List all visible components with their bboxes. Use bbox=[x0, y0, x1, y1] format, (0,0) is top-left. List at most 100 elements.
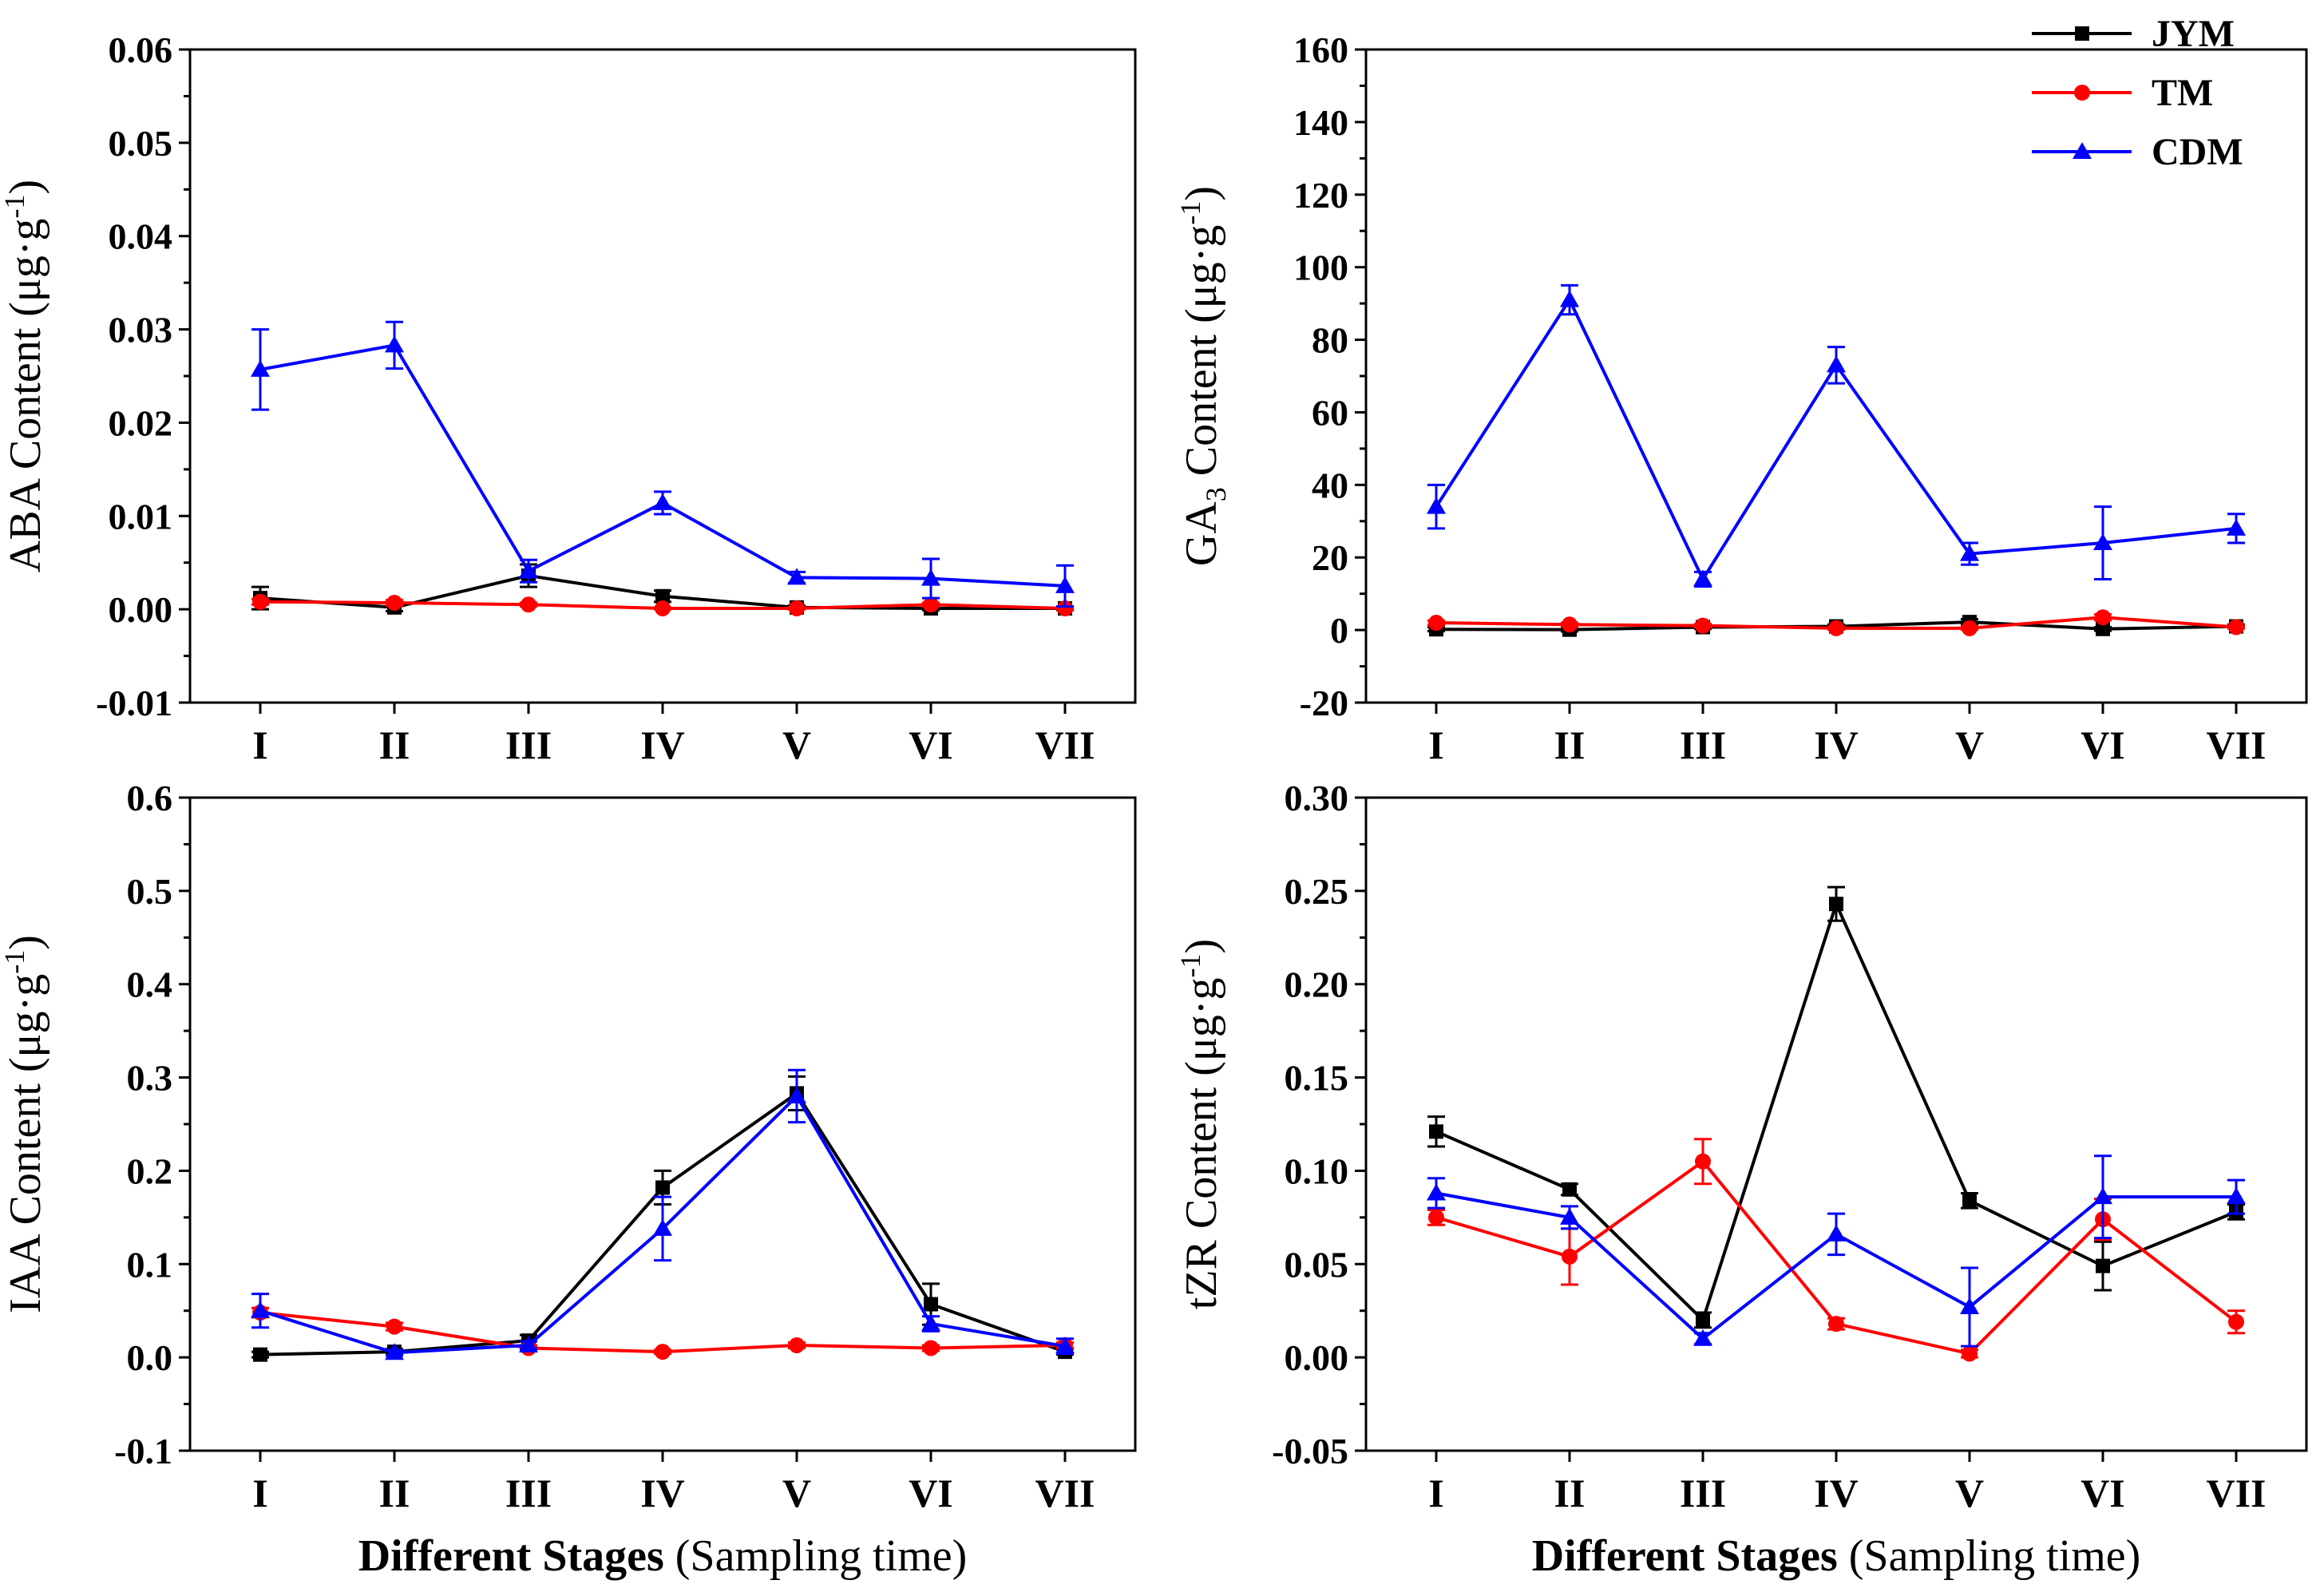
data-point-cdm bbox=[1827, 355, 1846, 373]
data-point-tm bbox=[1962, 1345, 1978, 1362]
x-tick-label: VI bbox=[2081, 1471, 2125, 1515]
data-point-jym bbox=[1962, 1193, 1977, 1208]
data-point-cdm bbox=[1560, 1207, 1579, 1225]
series-cdm bbox=[251, 320, 1075, 608]
y-axis-label: GA3 Content (μg·g-1) bbox=[1174, 186, 1232, 566]
data-point-tm bbox=[1828, 1316, 1844, 1333]
x-tick-label: I bbox=[252, 723, 267, 767]
data-point-tm bbox=[2228, 619, 2244, 636]
data-point-tm bbox=[1562, 616, 1578, 633]
y-tick-label: 60 bbox=[1312, 392, 1348, 433]
legend-marker-triangle bbox=[2073, 142, 2092, 159]
data-point-cdm bbox=[1427, 1183, 1446, 1201]
data-point-jym bbox=[2096, 621, 2110, 636]
x-tick-label: I bbox=[252, 1471, 267, 1515]
y-tick-label: 20 bbox=[1312, 537, 1348, 578]
series-line-jym bbox=[1435, 902, 2237, 1322]
y-tick-label: 160 bbox=[1293, 30, 1348, 70]
data-point-tm bbox=[252, 593, 268, 610]
data-point-jym bbox=[1829, 897, 1843, 912]
chart-tzr: -0.050.000.050.100.150.200.250.30I II III I… bbox=[1174, 778, 2308, 1581]
series-cdm bbox=[251, 1068, 1075, 1360]
data-point-tm bbox=[1828, 620, 1844, 636]
y-tick-label: 0.04 bbox=[109, 216, 173, 257]
data-point-cdm bbox=[1427, 497, 1446, 514]
x-tick-label: VII bbox=[1035, 723, 1095, 767]
x-tick-label: III bbox=[505, 1471, 552, 1515]
data-point-cdm bbox=[653, 493, 672, 510]
data-point-jym bbox=[655, 1180, 670, 1195]
legend-item-jym: JYM bbox=[2032, 13, 2235, 55]
legend-label-jym: JYM bbox=[2152, 13, 2235, 55]
data-point-jym bbox=[655, 588, 670, 604]
legend-item-tm: TM bbox=[2032, 72, 2213, 114]
x-tick-label: VII bbox=[2206, 723, 2266, 767]
series-cdm bbox=[1427, 1154, 2246, 1348]
x-tick-label: IV bbox=[640, 723, 685, 767]
y-tick-label: 40 bbox=[1312, 465, 1348, 505]
y-tick-label: 0 bbox=[1330, 610, 1348, 651]
x-tick-label: IV bbox=[1814, 1471, 1859, 1515]
y-tick-label: 0.1 bbox=[127, 1244, 173, 1285]
y-tick-label: 100 bbox=[1293, 248, 1348, 288]
y-tick-label: 0.0 bbox=[127, 1337, 173, 1378]
legend-item-cdm: CDM bbox=[2032, 131, 2243, 173]
legend-marker-square bbox=[2075, 26, 2089, 41]
y-tick-label: 0.3 bbox=[127, 1058, 173, 1099]
y-tick-label: 140 bbox=[1293, 102, 1348, 143]
data-point-cdm bbox=[251, 359, 270, 377]
y-tick-label: 0.05 bbox=[109, 123, 173, 164]
x-tick-label: III bbox=[505, 723, 552, 767]
data-point-cdm bbox=[2227, 1187, 2246, 1205]
series-cdm bbox=[1427, 283, 2246, 588]
series-line-cdm bbox=[259, 343, 1066, 588]
data-point-tm bbox=[923, 596, 939, 613]
y-tick-label: 0.25 bbox=[1285, 871, 1349, 912]
data-point-jym bbox=[2096, 1258, 2110, 1273]
chart-aba: -0.010.000.010.020.030.040.050.06I II III I… bbox=[0, 30, 1137, 767]
y-tick-label: 0.15 bbox=[1285, 1058, 1349, 1099]
y-tick-label: 0.20 bbox=[1285, 964, 1349, 1005]
legend-marker-circle bbox=[2074, 85, 2090, 101]
data-point-tm bbox=[386, 1318, 402, 1335]
data-point-cdm bbox=[519, 1335, 538, 1352]
data-point-cdm bbox=[2093, 1187, 2112, 1205]
y-tick-label: 120 bbox=[1293, 175, 1348, 216]
y-tick-label: 0.02 bbox=[109, 402, 173, 443]
x-tick-label: VI bbox=[2081, 723, 2125, 767]
data-point-cdm bbox=[1560, 290, 1579, 307]
data-point-cdm bbox=[1055, 1337, 1075, 1354]
x-tick-label: VII bbox=[1035, 1471, 1095, 1515]
y-axis-label: tZR Content (μg·g-1) bbox=[1174, 939, 1226, 1309]
data-point-cdm bbox=[385, 335, 404, 353]
data-point-jym bbox=[1429, 1124, 1443, 1139]
data-point-tm bbox=[1428, 615, 1444, 632]
series-tm bbox=[1427, 609, 2245, 636]
data-point-jym bbox=[1562, 1182, 1577, 1197]
data-point-cdm bbox=[519, 561, 538, 579]
y-tick-label: 0.2 bbox=[127, 1150, 173, 1191]
data-point-tm bbox=[1057, 600, 1073, 616]
data-point-jym bbox=[253, 1347, 267, 1362]
x-tick-label: I bbox=[1428, 1471, 1443, 1515]
data-point-cdm bbox=[921, 1314, 940, 1332]
x-tick-label: VII bbox=[2206, 1471, 2266, 1515]
y-tick-label: 0.05 bbox=[1285, 1244, 1349, 1285]
y-tick-label: -0.01 bbox=[96, 683, 172, 723]
data-point-cdm bbox=[2227, 518, 2246, 536]
legend-label-tm: TM bbox=[2152, 72, 2213, 114]
y-tick-label: -0.05 bbox=[1272, 1431, 1348, 1471]
y-tick-label: 80 bbox=[1312, 320, 1348, 361]
x-axis-label: Different Stages (Sampling time) bbox=[358, 1531, 968, 1581]
x-tick-label: VI bbox=[909, 1471, 953, 1515]
data-point-cdm bbox=[1693, 1329, 1712, 1346]
y-axis-label: ABA Content (μg·g-1) bbox=[0, 180, 50, 572]
series-line-cdm bbox=[1435, 298, 2237, 581]
data-point-tm bbox=[923, 1340, 939, 1356]
series-jym bbox=[1427, 885, 2245, 1329]
x-tick-label: V bbox=[782, 1471, 811, 1515]
x-tick-label: V bbox=[1955, 723, 1984, 767]
data-point-tm bbox=[655, 600, 671, 616]
